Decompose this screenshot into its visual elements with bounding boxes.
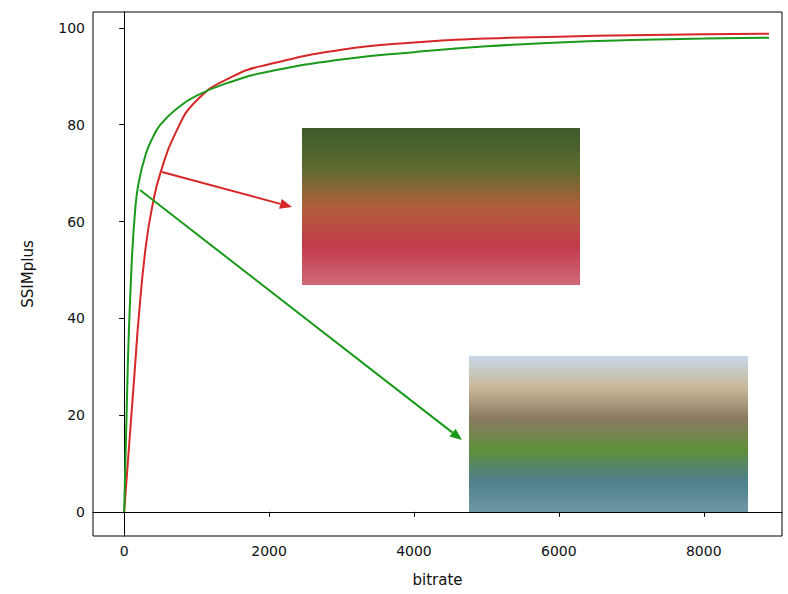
svg-text:0: 0 — [76, 504, 85, 520]
svg-text:4000: 4000 — [396, 543, 432, 559]
svg-text:8000: 8000 — [686, 543, 722, 559]
svg-text:80: 80 — [67, 117, 85, 133]
svg-text:2000: 2000 — [251, 543, 287, 559]
svg-text:20: 20 — [67, 407, 85, 423]
svg-text:100: 100 — [58, 20, 85, 36]
svg-text:60: 60 — [67, 214, 85, 230]
svg-text:40: 40 — [67, 310, 85, 326]
svg-text:0: 0 — [120, 543, 129, 559]
svg-text:bitrate: bitrate — [412, 571, 462, 589]
svg-text:6000: 6000 — [541, 543, 577, 559]
svg-text:SSIMplus: SSIMplus — [19, 240, 37, 308]
